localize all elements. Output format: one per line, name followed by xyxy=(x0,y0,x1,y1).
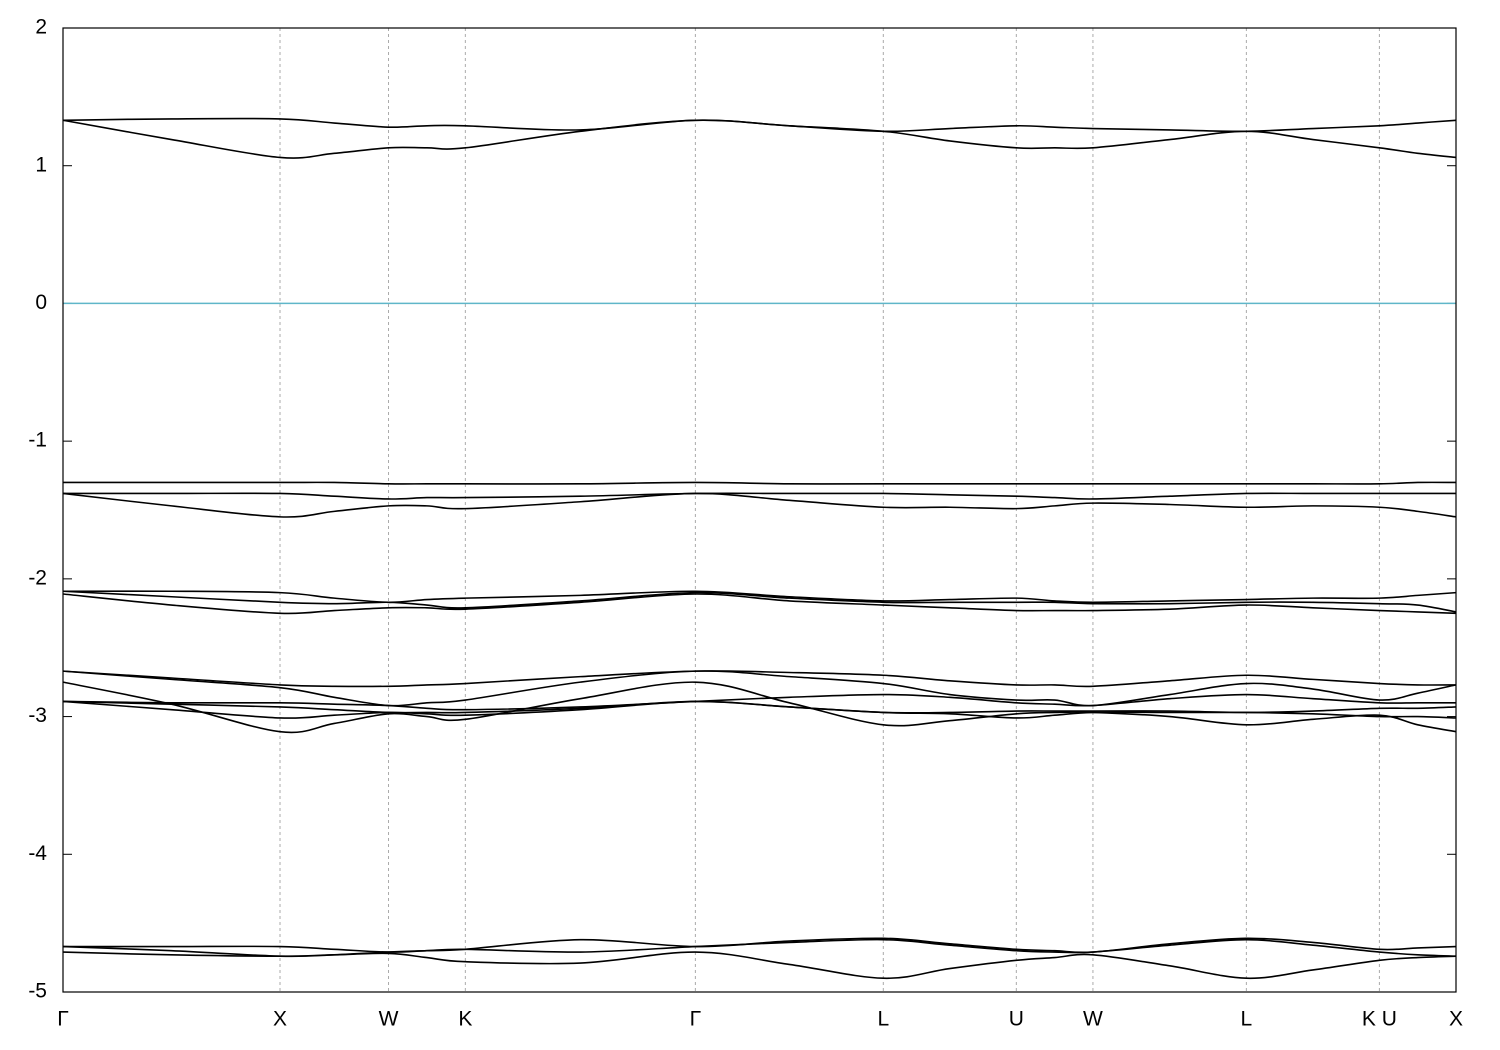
band-line xyxy=(62,117,1457,133)
y-tick-label: 1 xyxy=(35,153,47,176)
plot-frame xyxy=(62,27,1457,993)
x-tick-label: Γ xyxy=(57,1008,69,1031)
x-tick-label: W xyxy=(379,1008,399,1031)
y-tick-label: 2 xyxy=(35,16,47,39)
y-tick-label: -5 xyxy=(28,980,47,1003)
x-tick-label: X xyxy=(273,1008,287,1031)
band-line xyxy=(62,670,1457,707)
band-line xyxy=(62,590,1457,604)
x-tick-label: X xyxy=(1449,1008,1463,1031)
band-line xyxy=(62,681,1457,734)
y-tick-label: -2 xyxy=(28,566,47,589)
band-line xyxy=(62,693,1457,711)
band-line xyxy=(62,119,1457,159)
x-tick-label: U xyxy=(1009,1008,1024,1031)
x-tick-label: L xyxy=(877,1008,889,1031)
y-tick-label: 0 xyxy=(35,291,47,314)
band-line xyxy=(62,670,1457,688)
y-tick-label: -4 xyxy=(28,842,47,865)
band-line xyxy=(62,951,1457,980)
x-tick-label: L xyxy=(1241,1008,1253,1031)
band-line xyxy=(62,590,1457,613)
x-tick-label: K xyxy=(458,1008,472,1031)
band-line xyxy=(63,481,1457,485)
band-line xyxy=(62,492,1457,518)
band-line xyxy=(62,593,1457,615)
y-tick-label: -1 xyxy=(28,429,47,452)
x-tick-label: Γ xyxy=(690,1008,702,1031)
x-tick-label: K U xyxy=(1362,1008,1397,1031)
x-tick-label: W xyxy=(1083,1008,1103,1031)
band-line xyxy=(62,938,1457,958)
band-line xyxy=(63,937,1457,954)
band-line xyxy=(62,700,1457,714)
y-tick-label: -3 xyxy=(28,704,47,727)
band-line xyxy=(62,492,1456,500)
